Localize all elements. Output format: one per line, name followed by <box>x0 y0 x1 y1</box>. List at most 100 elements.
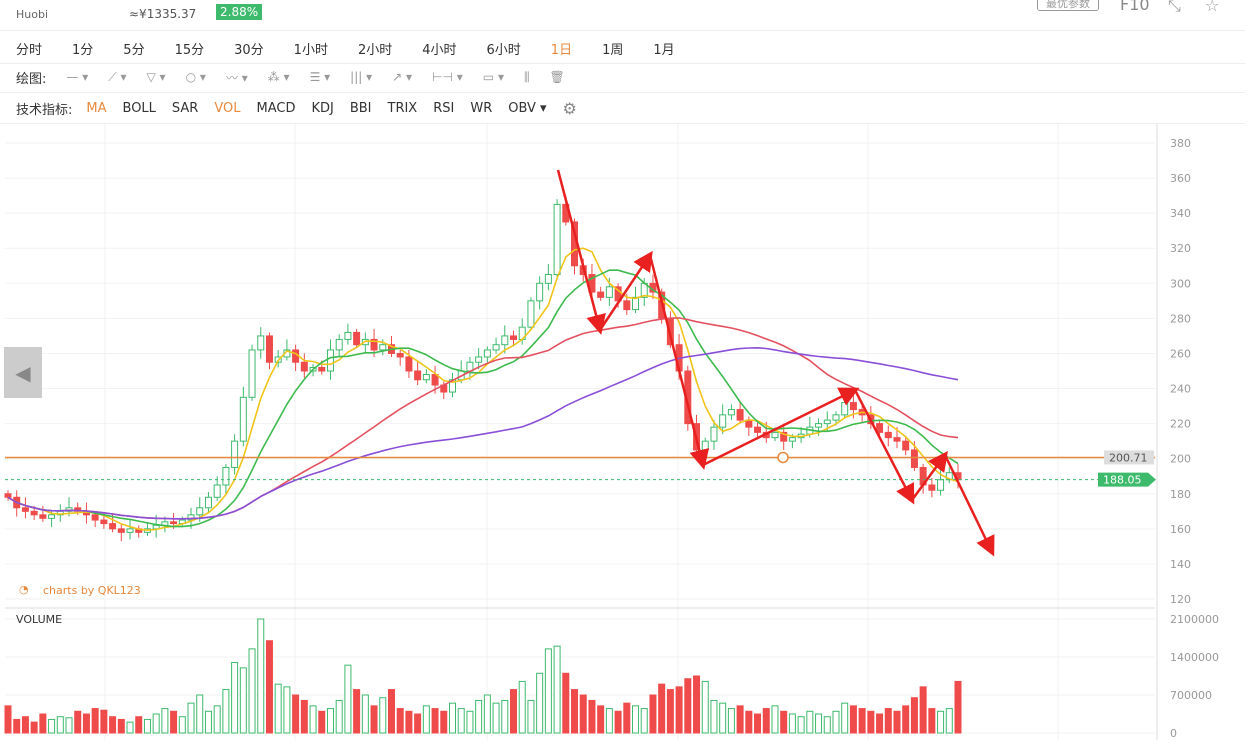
volume-tick: 0 <box>1170 727 1177 740</box>
annotation-arrow <box>910 450 948 501</box>
volume-bar <box>841 702 849 734</box>
polygon-tool-icon[interactable]: ▽ ▾ <box>146 70 166 84</box>
volume-bar <box>387 689 395 734</box>
volume-bar <box>448 702 456 734</box>
period-tab-11[interactable]: 1月 <box>653 42 675 58</box>
indicator-sar[interactable]: SAR <box>171 100 199 116</box>
candle-body <box>902 440 910 451</box>
f10-button[interactable]: F10 <box>1120 0 1150 14</box>
period-tab-2[interactable]: 5分 <box>123 42 145 58</box>
period-tab-0[interactable]: 分时 <box>16 42 43 58</box>
pattern-tool-icon[interactable]: ⁂ ▾ <box>267 70 290 84</box>
indicator-bbi[interactable]: BBI <box>349 100 372 116</box>
watermark-text: charts by QKL123 <box>43 584 141 597</box>
price-tick: 260 <box>1170 347 1191 360</box>
volume-bar <box>701 680 709 734</box>
scroll-left-button[interactable]: ◀ <box>4 347 42 398</box>
period-tab-1[interactable]: 1分 <box>72 42 94 58</box>
price-tick: 360 <box>1170 172 1191 185</box>
period-tab-4[interactable]: 30分 <box>234 42 264 58</box>
exchange-name: Huobi <box>16 8 49 21</box>
indicator-trix[interactable]: TRIX <box>387 100 418 116</box>
volume-bar <box>675 686 683 734</box>
volume-bar <box>815 713 823 734</box>
period-tab-8[interactable]: 6小时 <box>486 42 521 58</box>
volume-bar <box>849 705 857 734</box>
indicator-ma[interactable]: MA <box>86 100 107 116</box>
candle-body <box>475 356 483 363</box>
change-badge: 2.88% <box>216 4 263 20</box>
volume-bar <box>571 689 579 734</box>
indicator-boll[interactable]: BOLL <box>122 100 156 116</box>
volume-bar <box>588 699 596 734</box>
volume-bar <box>832 710 840 734</box>
wave-tool-icon[interactable]: 〰 ▾ <box>225 70 248 85</box>
volume-bar <box>187 702 195 734</box>
fib-tool-icon[interactable]: ☰ ▾ <box>309 70 331 84</box>
volume-bar <box>109 716 117 734</box>
circle-tool-icon[interactable]: ○ ▾ <box>185 70 206 84</box>
period-tab-6[interactable]: 2小时 <box>357 42 393 58</box>
measure-tool-icon[interactable]: ⊢⊣ ▾ <box>432 70 463 84</box>
indicator-kdj[interactable]: KDJ <box>311 100 334 116</box>
volume-bar <box>518 680 526 734</box>
candle-body <box>300 361 308 372</box>
ma-line-ma10 <box>7 269 959 528</box>
candle-body <box>379 344 387 351</box>
volume-bar <box>170 710 178 734</box>
reference-label: 200.71 <box>1109 451 1148 464</box>
volume-bar <box>797 716 805 734</box>
ma-line-ma5 <box>7 247 959 532</box>
period-tab-5[interactable]: 1小时 <box>293 42 328 58</box>
volume-bar <box>771 705 779 734</box>
volume-bar <box>117 718 125 734</box>
volume-bar <box>196 694 204 734</box>
volume-bar <box>100 709 108 734</box>
volume-bar <box>762 708 770 734</box>
volume-bar <box>823 716 831 734</box>
indicator-wr[interactable]: WR <box>470 100 493 116</box>
trash-tool-icon[interactable]: 🗑 <box>549 70 565 84</box>
period-tab-7[interactable]: 4小时 <box>422 42 457 58</box>
volume-bar <box>344 664 352 734</box>
line-tool-icon[interactable]: — ▾ <box>66 70 89 84</box>
indicator-rsi[interactable]: RSI <box>433 100 455 116</box>
candle-body <box>623 300 631 311</box>
period-tab-10[interactable]: 1周 <box>602 42 624 58</box>
segment-tool-icon[interactable]: ⟋ ▾ <box>108 69 127 84</box>
volume-bar <box>666 689 674 734</box>
candle-tool-icon[interactable]: ⫼ <box>523 69 530 84</box>
drawing-toolbar: 绘图: — ▾ ⟋ ▾ ▽ ▾ ○ ▾ 〰 ▾ ⁂ ▾ ☰ ▾ ||| ▾ ↗ ▾ ⊢⊣ ▾ ▭ ▾… <box>0 62 1245 93</box>
indicator-vol[interactable]: VOL <box>214 100 241 116</box>
volume-bar <box>4 705 12 734</box>
settings-gear-icon[interactable]: ⚙ <box>562 98 577 118</box>
candle-body <box>231 440 239 468</box>
period-tab-9[interactable]: 1日 <box>550 42 573 58</box>
indicator-macd[interactable]: MACD <box>256 100 296 116</box>
candle-body <box>849 402 857 411</box>
volume-bar <box>265 640 273 734</box>
volume-bar <box>370 705 378 734</box>
volume-bar <box>902 705 910 734</box>
volume-label: VOLUME <box>16 613 63 626</box>
candle-body <box>597 291 605 298</box>
note-tool-icon[interactable]: ▭ ▾ <box>482 70 504 84</box>
optimize-params-button[interactable]: 最优参数 <box>1037 0 1099 11</box>
period-tab-3[interactable]: 15分 <box>174 42 205 58</box>
shrink-icon[interactable]: ⤡ <box>1168 0 1181 15</box>
star-icon[interactable]: ☆ <box>1205 0 1220 15</box>
candle-body <box>788 437 796 442</box>
volume-bar <box>605 708 613 734</box>
candle-body <box>21 507 29 512</box>
candle-body <box>117 528 125 533</box>
price-tick: 180 <box>1170 488 1191 501</box>
arrow-tool-icon[interactable]: ↗ ▾ <box>392 70 413 84</box>
candle-body <box>884 431 892 439</box>
price-tick: 120 <box>1170 593 1191 606</box>
candle-body <box>74 507 82 512</box>
volume-bar <box>440 710 448 734</box>
indicator-obv[interactable]: OBV ▾ <box>508 100 547 116</box>
volume-bar <box>126 721 134 734</box>
parallel-tool-icon[interactable]: ||| ▾ <box>350 70 373 84</box>
